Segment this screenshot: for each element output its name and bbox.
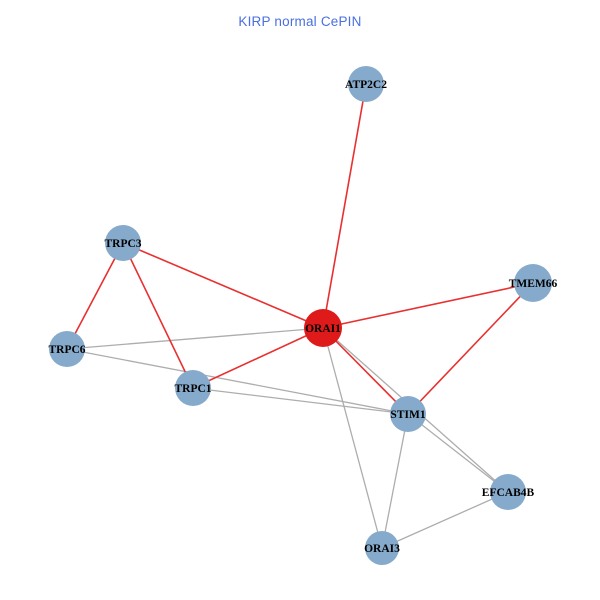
node-label-tmem66: TMEM66 [509,278,558,290]
node-atp2c2 [348,66,384,102]
nodes-layer [49,66,552,565]
edge-orai1-tmem66 [322,282,534,329]
node-efcab4b [490,474,526,510]
node-orai3 [365,531,399,565]
edges-layer [66,83,534,549]
node-label-efcab4b: EFCAB4B [482,487,535,499]
edge-trpc3-trpc6 [66,242,124,350]
edge-stim1-orai3 [381,413,409,549]
node-tmem66 [514,264,552,302]
edge-orai1-trpc3 [122,242,324,329]
node-label-atp2c2: ATP2C2 [345,79,387,91]
node-label-orai1: ORAI1 [305,323,341,335]
node-trpc6 [49,331,85,367]
plot-title: KIRP normal CePIN [238,14,362,29]
node-stim1 [390,396,426,432]
edge-orai1-orai3 [322,327,383,549]
node-label-trpc3: TRPC3 [104,238,141,250]
node-label-orai3: ORAI3 [364,543,400,555]
node-trpc1 [175,370,211,406]
node-label-trpc6: TRPC6 [48,344,85,356]
edge-trpc3-trpc1 [122,242,194,389]
node-label-trpc1: TRPC1 [174,383,211,395]
edge-stim1-efcab4b [407,413,509,493]
edge-orai3-efcab4b [381,491,509,549]
node-trpc3 [105,225,141,261]
edge-trpc1-stim1 [192,387,409,415]
edge-orai1-trpc6 [66,327,324,350]
node-label-stim1: STIM1 [390,409,425,421]
edge-orai1-atp2c2 [322,83,367,329]
edge-trpc6-stim1 [66,348,409,415]
edge-orai1-stim1 [322,327,409,415]
edge-orai1-trpc1 [192,327,324,389]
node-orai1 [304,309,342,347]
labels-layer: ATP2C2 TRPC3 TMEM66 ORAI1 TRPC6 TRPC1 STIM1 EFC… [48,79,557,555]
edge-tmem66-stim1 [407,282,534,415]
